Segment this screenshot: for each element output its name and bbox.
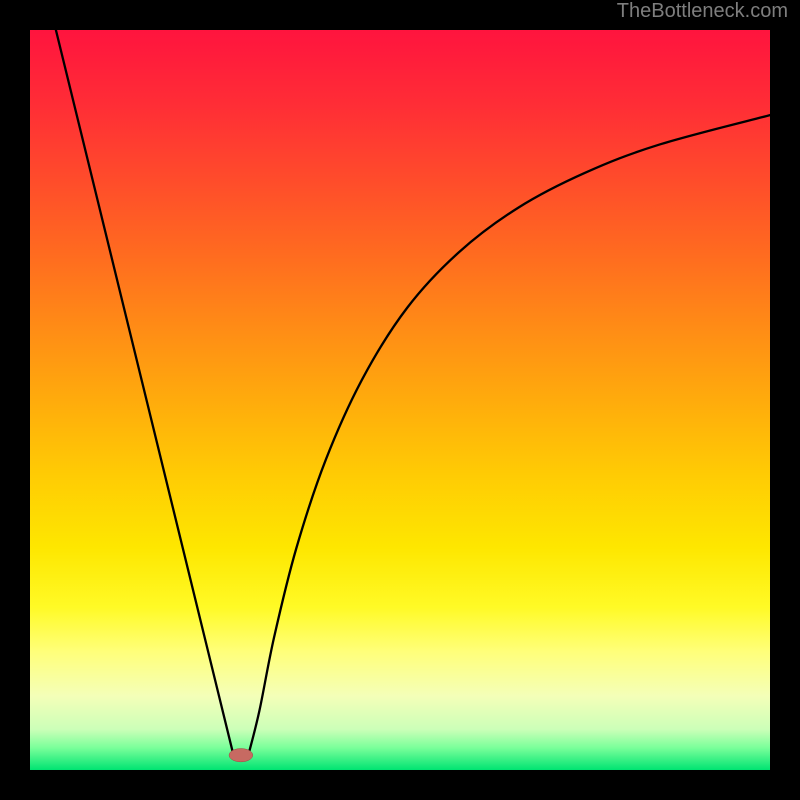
watermark-text: TheBottleneck.com — [617, 0, 788, 23]
plot-background — [30, 30, 770, 770]
chart-container: TheBottleneck.com — [0, 0, 800, 800]
minimum-marker — [229, 749, 253, 762]
bottleneck-chart — [0, 0, 800, 800]
